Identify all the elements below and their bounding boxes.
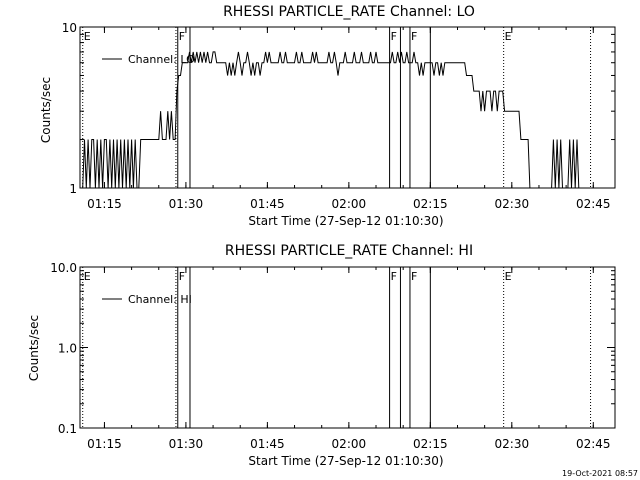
event-marker-label: E — [84, 30, 91, 43]
x-tick-label: 02:45 — [576, 197, 611, 211]
x-tick-label: 02:15 — [413, 197, 448, 211]
timestamp-footer: 19-Oct-2021 08:57 — [562, 469, 638, 478]
legend-label: Channel: HI — [128, 293, 192, 306]
y-tick-label: 10 — [62, 21, 77, 35]
axes-frame — [79, 266, 616, 429]
event-marker-label: F — [391, 30, 397, 43]
y-tick-label: 10.0 — [50, 261, 77, 275]
event-marker-label: F — [411, 30, 417, 43]
event-marker-label: F — [391, 270, 397, 283]
x-tick-label: 02:15 — [413, 437, 448, 451]
y-tick-label: 1 — [69, 182, 77, 196]
chart-title: RHESSI PARTICLE_RATE Channel: LO — [223, 4, 475, 20]
x-tick-label: 02:00 — [332, 197, 367, 211]
series-line — [80, 51, 583, 189]
event-marker-label: F — [411, 270, 417, 283]
hi-channel-panel: RHESSI PARTICLE_RATE Channel: HI Counts/… — [27, 243, 616, 468]
legend-label: Channel: LO — [128, 53, 195, 66]
x-tick-label: 02:00 — [332, 437, 367, 451]
x-tick-label: 01:15 — [87, 197, 122, 211]
event-marker-label: F — [179, 270, 185, 283]
x-tick-label: 02:30 — [495, 197, 530, 211]
y-tick-label: 1.0 — [58, 342, 77, 356]
y-axis-label: Counts/sec — [27, 315, 41, 381]
x-tick-label: 01:30 — [169, 197, 204, 211]
event-marker-label: F — [179, 30, 185, 43]
x-axis-label: Start Time (27-Sep-12 01:10:30) — [248, 214, 443, 228]
event-marker-label: E — [84, 270, 91, 283]
lo-channel-panel: RHESSI PARTICLE_RATE Channel: LO Counts/… — [39, 4, 616, 228]
y-axis-label: Counts/sec — [39, 77, 53, 143]
x-tick-label: 01:15 — [87, 437, 122, 451]
x-tick-label: 01:45 — [250, 437, 285, 451]
chart-title: RHESSI PARTICLE_RATE Channel: HI — [225, 243, 473, 259]
event-marker-label: E — [505, 270, 512, 283]
x-tick-label: 02:45 — [576, 437, 611, 451]
plot-area: 01:15 01:30 01:45 02:00 02:15 02:30 02:45 1 10 E F… — [62, 21, 616, 211]
x-tick-label: 01:45 — [250, 197, 285, 211]
x-tick-label: 02:30 — [495, 437, 530, 451]
axes-frame — [79, 26, 616, 189]
y-tick-label: 0.1 — [58, 422, 77, 436]
x-tick-label: 01:30 — [169, 437, 204, 451]
event-marker-label: E — [505, 30, 512, 43]
plot-area: 01:15 01:30 01:45 02:00 02:15 02:30 02:45 0.1 1.… — [50, 261, 616, 451]
x-axis-label: Start Time (27-Sep-12 01:10:30) — [248, 454, 443, 468]
